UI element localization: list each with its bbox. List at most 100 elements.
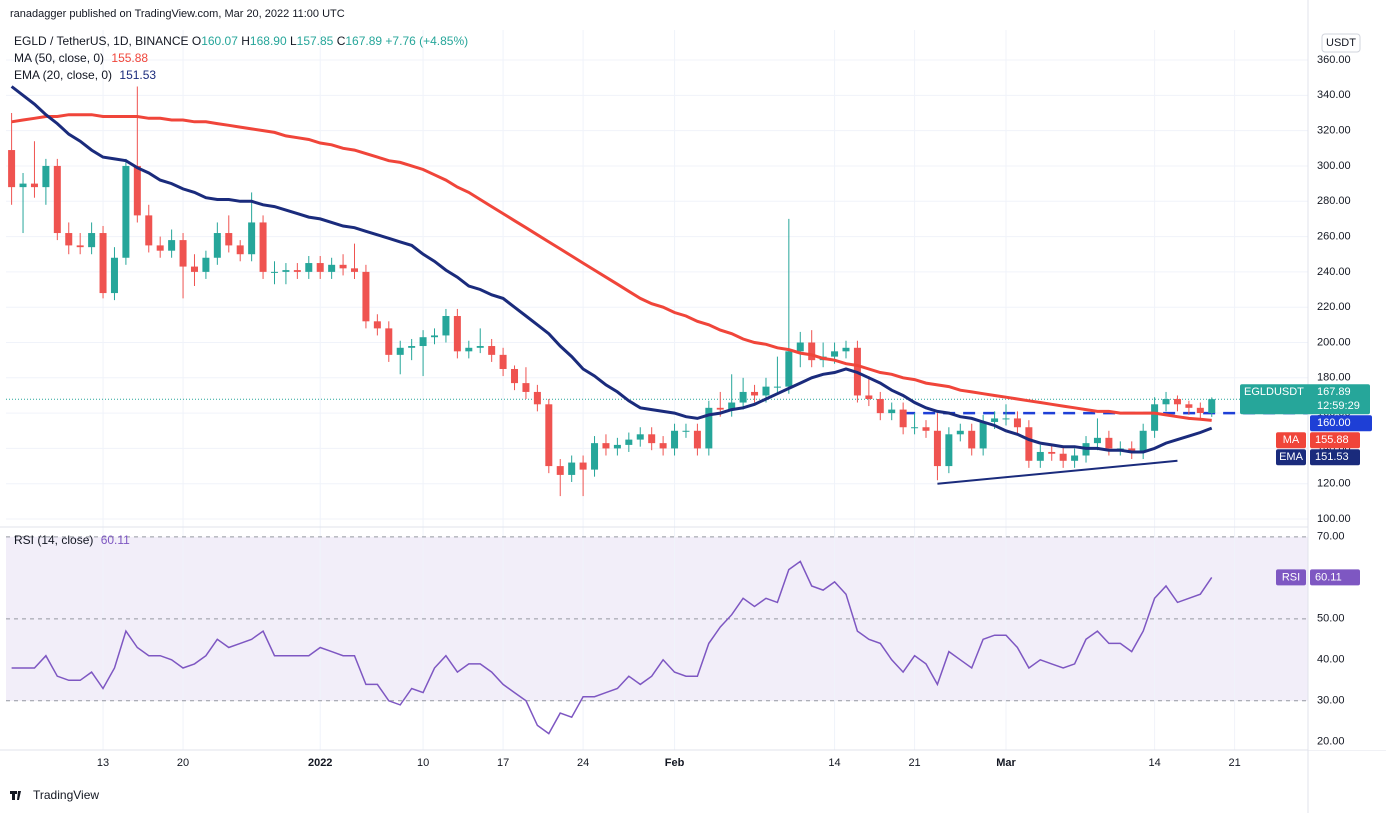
candle-body [762, 386, 770, 396]
candle-body [156, 245, 164, 251]
candle-body [110, 257, 118, 294]
overlay-line [11, 113, 1212, 422]
candle-body [168, 240, 176, 251]
y-tick-label: 320.00 [1317, 125, 1351, 137]
y-tick-label: 280.00 [1317, 195, 1351, 207]
rsi-tick-label: 40.00 [1317, 654, 1345, 666]
x-tick-label: Mar [996, 757, 1016, 769]
y-tick-label: 200.00 [1317, 336, 1351, 348]
candle-body [316, 263, 324, 272]
candle-body [133, 165, 141, 216]
candle-body [991, 418, 999, 422]
candle-body [179, 240, 187, 267]
x-tick-label: 10 [417, 757, 429, 769]
candle-body [442, 316, 450, 336]
candle-body [476, 346, 484, 348]
study-name: EMA (20, close, 0) [14, 68, 112, 82]
candle-body [362, 271, 370, 322]
candle-body [739, 391, 747, 403]
study-legend: MA (50, close, 0) 155.88 [14, 51, 148, 65]
currency: USDT [1326, 37, 1356, 49]
candle-body [1093, 437, 1101, 444]
study-name: RSI (14, close) [14, 533, 93, 547]
candle-body [42, 165, 50, 188]
candle-body [911, 427, 919, 429]
candle-body [728, 402, 736, 410]
candle-body [808, 342, 816, 361]
x-tick-label: 24 [577, 757, 589, 769]
value-tag-label: 60.11 [1315, 571, 1342, 583]
resistance-tag [1310, 415, 1372, 432]
candle-body [1196, 407, 1204, 413]
candle-body [773, 386, 781, 388]
candle-body [453, 316, 461, 352]
currency-box [1321, 33, 1361, 53]
header: ranadagger published on TradingView.com,… [10, 8, 345, 20]
legend-line: EGLD / TetherUS, 1D, BINANCE O160.07 H16… [14, 34, 468, 48]
legend-symbol: EGLD / TetherUS, 1D, BINANCE [14, 34, 189, 48]
candle-body [716, 407, 724, 410]
tag-box [1276, 569, 1306, 586]
candle-body [431, 335, 439, 338]
rsi-tick-label: 30.00 [1317, 695, 1345, 707]
candle-body [556, 466, 564, 475]
candle-body [1105, 437, 1113, 449]
x-tick-label: 21 [908, 757, 920, 769]
candle-body [659, 443, 667, 449]
legend-value: 168.90 [250, 34, 287, 48]
x-tick-label: 20 [177, 757, 189, 769]
candle-body [1173, 398, 1181, 405]
y-tick-label: 300.00 [1317, 160, 1351, 172]
footer: TradingView [33, 788, 99, 802]
price-axis [1308, 0, 1386, 750]
tag-box [1276, 449, 1306, 466]
legend-value: 167.89 [345, 34, 382, 48]
candle-body [785, 351, 793, 387]
x-tick-label: 14 [828, 757, 840, 769]
candle-body [636, 434, 644, 440]
candle-body [270, 271, 278, 273]
candle-body [408, 346, 416, 348]
last-price-value: 167.89 [1317, 386, 1351, 398]
candle-body [385, 328, 393, 355]
value-tag [1310, 449, 1360, 466]
y-tick-label: 340.00 [1317, 89, 1351, 101]
study-name: MA (50, close, 0) [14, 51, 104, 65]
candle-body [305, 263, 313, 272]
candle-body [613, 444, 621, 449]
candle-body [511, 368, 519, 384]
candle-body [53, 165, 61, 234]
candle-body [922, 427, 930, 431]
candle-body [888, 409, 896, 414]
candle-body [533, 391, 541, 405]
value-tag [1310, 432, 1360, 449]
legend-key: C [337, 34, 346, 48]
candle-body [705, 407, 713, 449]
rsi-tick-label: 20.00 [1317, 736, 1345, 748]
candle-body [488, 346, 496, 355]
candle-body [1128, 448, 1136, 452]
candle-body [1025, 427, 1033, 461]
candle-body [796, 342, 804, 352]
candle-body [1036, 451, 1044, 461]
x-tick-label: 17 [497, 757, 509, 769]
last-price-symbol: EGLDUSDT [1244, 386, 1304, 398]
candle-body [1162, 398, 1170, 405]
candle-body [751, 391, 759, 396]
candle-body [602, 443, 610, 449]
legend-key: H [241, 34, 250, 48]
candle-body [351, 268, 358, 272]
candle-body [328, 264, 336, 272]
candle-body [1013, 418, 1021, 428]
resistance-label: 160.00 [1317, 417, 1351, 429]
candle-body [145, 215, 153, 246]
candle-body [568, 462, 576, 475]
legend-value: 157.85 [297, 34, 334, 48]
candle-body [373, 321, 381, 329]
candle-body [545, 404, 553, 467]
legend-key: L [290, 34, 297, 48]
candle-body [293, 270, 301, 272]
x-tick-label: 13 [97, 757, 109, 769]
overlay-line [10, 85, 1213, 454]
candle-body [465, 347, 473, 352]
